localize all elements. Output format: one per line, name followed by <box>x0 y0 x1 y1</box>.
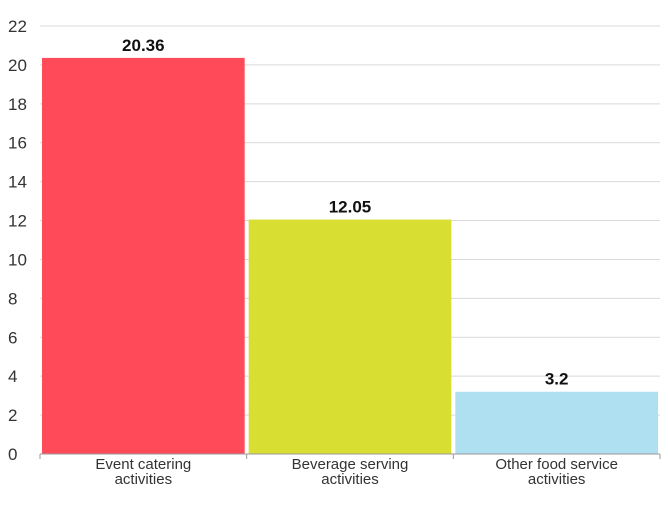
value-label: 12.05 <box>329 198 372 217</box>
y-tick-label: 16 <box>8 134 27 153</box>
y-tick-label: 22 <box>8 17 27 36</box>
bar-1 <box>248 219 452 454</box>
bar-0 <box>42 57 245 454</box>
value-labels: 20.36 12.05 3.2 <box>122 36 568 389</box>
bars <box>42 57 658 454</box>
y-tick-label: 18 <box>8 95 27 114</box>
y-tick-label: 4 <box>8 367 17 386</box>
value-label: 20.36 <box>122 36 165 55</box>
y-tick-label: 2 <box>8 406 17 425</box>
bar-2 <box>455 391 658 454</box>
y-tick-label: 8 <box>8 289 17 308</box>
y-tick-label: 10 <box>8 250 27 269</box>
value-label: 3.2 <box>545 370 569 389</box>
y-tick-label: 20 <box>8 56 27 75</box>
x-axis: Event catering activities Beverage serving… <box>39 453 661 488</box>
x-tick-label: Event catering activities <box>95 456 191 488</box>
y-tick-label: 6 <box>8 328 17 347</box>
y-tick-label: 12 <box>8 212 27 231</box>
x-tick-label: Other food service activities <box>495 456 618 488</box>
y-tick-label: 0 <box>8 445 17 464</box>
x-tick-label: Beverage serving activities <box>292 456 409 488</box>
y-axis: 0 2 4 6 8 10 12 14 16 18 20 22 <box>8 17 27 464</box>
y-tick-label: 14 <box>8 173 27 192</box>
